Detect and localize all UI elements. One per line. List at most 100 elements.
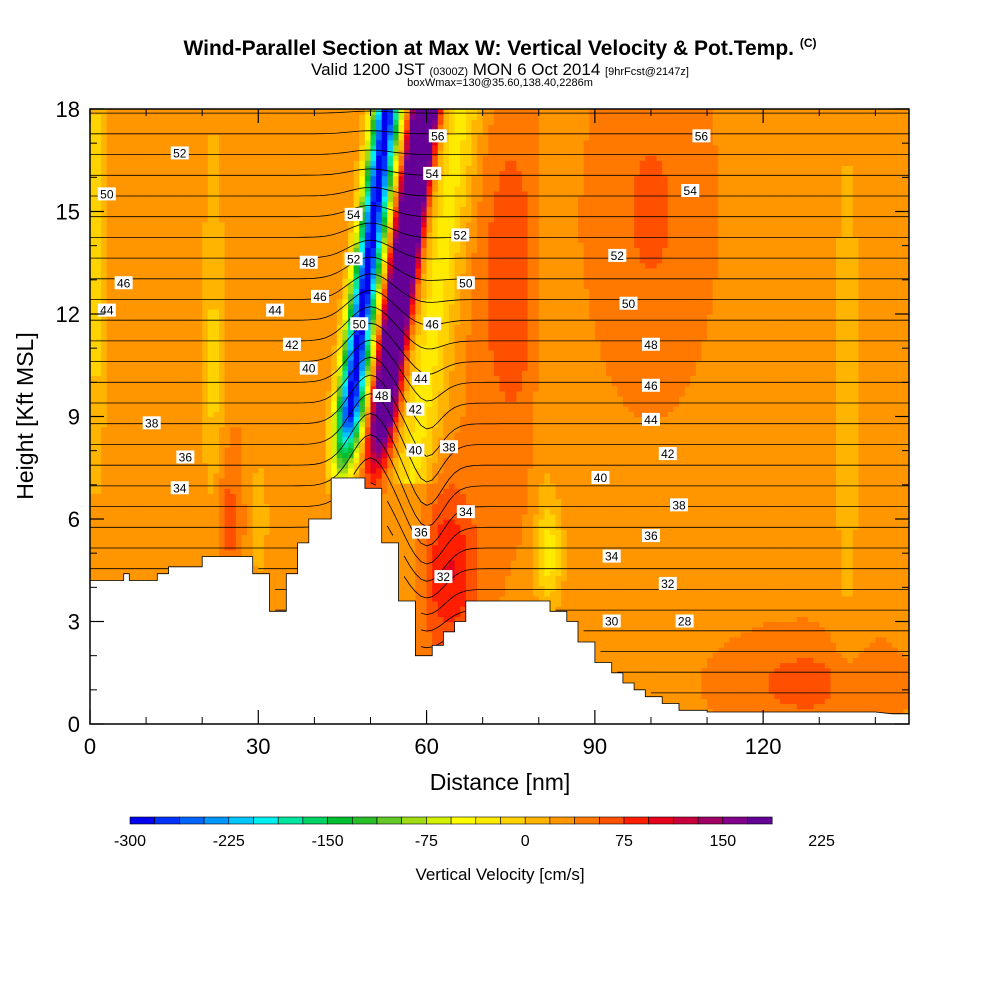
field-cell: [146, 216, 153, 223]
field-cell: [247, 191, 254, 197]
field-cell: [118, 339, 125, 346]
field-cell: [95, 134, 102, 141]
field-cell: [123, 447, 130, 453]
field-cell: [247, 283, 254, 289]
field-cell: [325, 406, 332, 412]
field-cell: [331, 472, 338, 479]
field-cell: [370, 406, 377, 412]
field-cell: [219, 134, 226, 141]
field-cell: [190, 303, 198, 310]
field-cell: [190, 278, 198, 284]
field-cell: [336, 257, 344, 264]
field-cell: [398, 257, 405, 264]
field-cell: [247, 344, 254, 351]
field-cell: [101, 513, 108, 520]
field-cell: [157, 426, 164, 433]
field-cell: [213, 421, 220, 428]
field-cell: [336, 467, 344, 474]
field-cell: [151, 242, 158, 248]
field-cell: [190, 549, 198, 556]
field-cell: [308, 267, 315, 274]
field-cell: [280, 442, 287, 448]
field-cell: [409, 457, 416, 464]
field-cell: [291, 519, 299, 525]
field-cell: [308, 437, 315, 443]
field-cell: [157, 355, 164, 361]
field-cell: [263, 278, 271, 284]
field-cell: [247, 390, 254, 397]
field-cell: [134, 160, 142, 166]
field-cell: [392, 134, 400, 141]
field-cell: [404, 524, 411, 530]
field-cell: [235, 452, 243, 459]
field-cell: [202, 380, 209, 387]
field-cell: [140, 478, 147, 484]
field-cell: [331, 165, 338, 172]
field-cell: [308, 431, 315, 438]
field-cell: [174, 534, 181, 541]
field-cell: [308, 139, 315, 146]
field-cell: [118, 442, 125, 448]
field-cell: [308, 170, 315, 177]
field-cell: [314, 226, 321, 233]
field-cell: [190, 355, 198, 361]
field-cell: [297, 308, 304, 315]
field-cell: [118, 308, 125, 315]
chart-subtitle: Valid 1200 JST (0300Z) MON 6 Oct 2014 [9…: [311, 60, 689, 79]
field-cell: [392, 237, 400, 243]
field-cell: [129, 180, 136, 187]
field-cell: [235, 437, 243, 443]
field-cell: [336, 385, 344, 392]
field-cell: [106, 442, 114, 448]
field-cell: [230, 262, 237, 269]
field-cell: [364, 283, 372, 289]
field-cell: [314, 462, 321, 469]
field-cell: [157, 370, 164, 377]
field-cell: [162, 237, 170, 243]
field-cell: [219, 452, 226, 459]
field-cell: [90, 114, 97, 120]
field-cell: [95, 467, 102, 474]
field-cell: [291, 196, 299, 202]
field-cell: [291, 191, 299, 197]
field-cell: [404, 329, 411, 336]
field-cell: [202, 467, 209, 474]
field-cell: [179, 252, 186, 259]
field-cell: [224, 293, 231, 300]
field-cell: [106, 560, 114, 566]
field-cell: [90, 549, 97, 556]
field-cell: [168, 191, 175, 197]
field-cell: [118, 334, 125, 341]
field-cell: [280, 211, 287, 218]
field-cell: [364, 437, 372, 443]
field-cell: [140, 216, 147, 223]
field-cell: [168, 544, 175, 551]
field-cell: [219, 544, 226, 551]
field-cell: [297, 191, 304, 197]
field-cell: [359, 401, 366, 407]
field-cell: [174, 267, 181, 274]
field-cell: [174, 472, 181, 479]
field-cell: [90, 344, 97, 351]
field-cell: [112, 355, 119, 361]
field-cell: [196, 119, 203, 125]
field-cell: [112, 334, 119, 341]
field-cell: [308, 462, 315, 469]
field-cell: [213, 232, 220, 238]
field-cell: [230, 288, 237, 295]
field-cell: [168, 160, 175, 166]
field-cell: [179, 165, 186, 172]
field-cell: [325, 160, 332, 166]
field-cell: [196, 370, 203, 377]
field-cell: [398, 401, 405, 407]
field-cell: [252, 447, 259, 453]
field-cell: [359, 452, 366, 459]
field-cell: [370, 129, 377, 136]
field-cell: [336, 334, 344, 341]
field-cell: [275, 488, 282, 494]
field-cell: [95, 447, 102, 453]
field-cell: [230, 437, 237, 443]
field-cell: [364, 380, 372, 387]
field-cell: [364, 226, 372, 233]
field-cell: [258, 406, 265, 412]
